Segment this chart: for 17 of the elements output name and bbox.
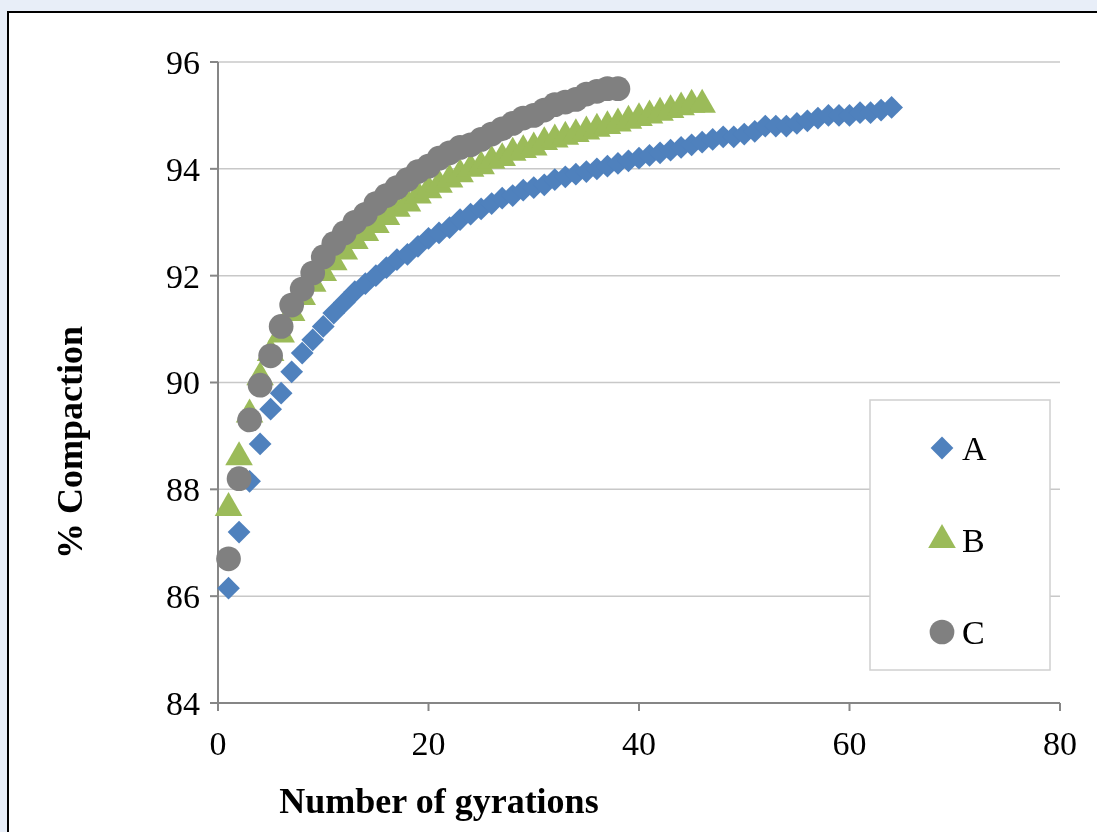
x-tick-label: 80 (1043, 725, 1077, 762)
y-tick-label: 86 (166, 578, 200, 616)
y-tick-label: 96 (166, 43, 200, 81)
legend-label: C (962, 613, 985, 651)
y-tick-label: 92 (166, 257, 200, 295)
x-tick-label: 0 (209, 725, 227, 762)
y-tick-label: 88 (166, 471, 200, 509)
y-tick-label: 94 (166, 150, 200, 188)
y-tick-label: 84 (166, 684, 200, 722)
x-axis-title: Number of gyrations (279, 781, 599, 821)
y-axis-title: % Compaction (50, 326, 90, 559)
legend-label: A (962, 429, 987, 467)
y-tick-label: 90 (166, 364, 200, 402)
x-tick-label: 40 (622, 725, 656, 762)
legend-label: B (962, 521, 985, 559)
x-tick-label: 60 (832, 725, 867, 762)
x-tick-label: 20 (411, 725, 446, 762)
